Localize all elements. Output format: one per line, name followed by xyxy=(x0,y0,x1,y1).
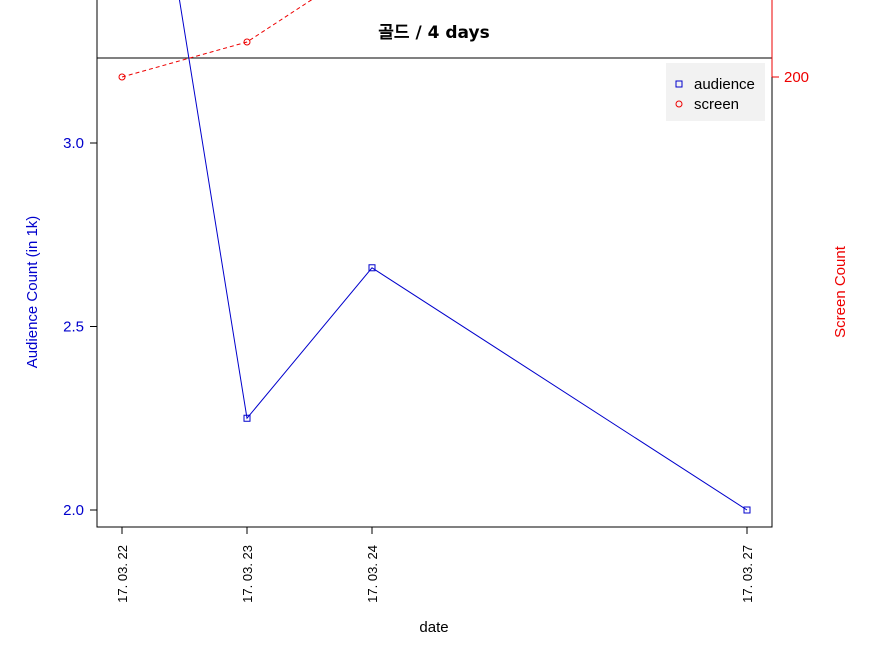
left-tick-label: 2.5 xyxy=(63,319,84,336)
x-axis-label: date xyxy=(419,619,448,636)
left-tick-label: 2.0 xyxy=(63,502,84,519)
right-tick-label: 200 xyxy=(784,69,809,86)
right-axis-label: Screen Count xyxy=(832,245,849,338)
chart-title: 골드 / 4 days xyxy=(378,23,489,43)
audience-point xyxy=(368,264,376,272)
x-tick-label: 17. 03. 22 xyxy=(115,545,130,603)
audience-point xyxy=(743,506,751,514)
legend-label-audience: audience xyxy=(694,76,755,93)
x-axis: 17. 03. 22 17. 03. 23 17. 03. 24 17. 03. 27 xyxy=(115,526,755,603)
left-axis-label: Audience Count (in 1k) xyxy=(24,216,41,369)
series-layer xyxy=(118,0,751,514)
legend-label-screen: screen xyxy=(694,96,739,113)
x-tick-label: 17. 03. 24 xyxy=(365,545,380,603)
legend-marker-audience xyxy=(675,80,683,88)
screen-point xyxy=(118,73,126,81)
screen-series-line xyxy=(121,0,313,78)
legend: audience screen xyxy=(666,63,765,121)
x-tick-label: 17. 03. 27 xyxy=(740,545,755,603)
audience-series-line xyxy=(178,0,748,511)
plot-frame xyxy=(96,57,773,528)
audience-point xyxy=(243,414,251,422)
right-axis: 170180190200 xyxy=(771,0,809,86)
legend-box xyxy=(666,63,765,121)
x-tick-label: 17. 03. 23 xyxy=(240,545,255,603)
left-tick-label: 3.0 xyxy=(63,135,84,152)
left-axis: 2.02.53.03.54.0 xyxy=(63,0,98,519)
legend-marker-screen xyxy=(675,100,683,108)
screen-point xyxy=(243,38,251,46)
